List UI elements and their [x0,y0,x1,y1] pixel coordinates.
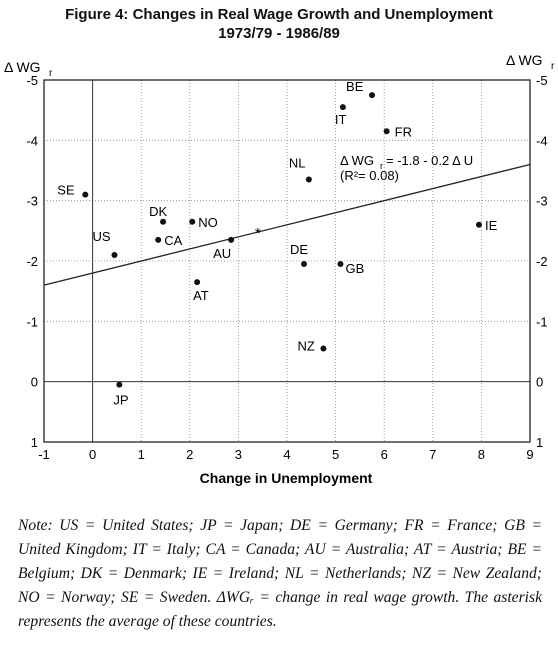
chart-subtitle: 1973/79 - 1986/89 [218,25,340,42]
point-label-nl: NL [289,156,306,171]
data-point-it [339,104,346,111]
y-tick-label-left: -4 [26,133,38,148]
data-point-gb [337,261,344,268]
regression-equation: Δ WG [340,153,374,168]
x-tick-label: 4 [283,447,290,462]
x-tick-label: 0 [89,447,96,462]
y-axis-label-left-subscript: r [49,68,53,79]
regression-equation-rest: = -1.8 - 0.2 Δ U [386,153,473,168]
y-tick-label-left: -5 [26,73,38,88]
data-point-no [189,218,196,225]
data-point-ca [155,236,162,243]
x-tick-label: 3 [235,447,242,462]
y-tick-label-right: 1 [536,435,543,450]
y-axis-label-right-subscript: r [551,61,555,72]
data-point-jp [116,381,123,388]
data-point-fr [383,128,390,135]
regression-r2: (R²= 0.08) [340,168,399,183]
y-tick-label-right: -5 [536,73,548,88]
regression-equation-subscript: r [380,161,383,171]
point-label-au: AU [213,246,231,261]
x-tick-label: 9 [526,447,533,462]
chart-note: Note: US = United States; JP = Japan; DE… [18,517,542,630]
data-point-de [301,261,308,268]
y-axis-label-right: Δ WG [506,52,543,68]
x-tick-label: 8 [478,447,485,462]
y-tick-label-left: -1 [26,314,38,329]
x-tick-label: 2 [186,447,193,462]
y-tick-label-left: -2 [26,254,38,269]
point-label-dk: DK [149,204,167,219]
point-label-at: AT [193,288,209,303]
x-tick-label: -1 [38,447,50,462]
data-point-ie [475,221,482,228]
average-asterisk: * [255,225,261,242]
x-axis-label: Change in Unemployment [200,470,373,486]
y-tick-label-left: 0 [31,375,38,390]
point-label-ca: CA [164,233,182,248]
data-point-us [111,251,118,258]
data-point-nz [320,345,327,352]
data-point-au [228,236,235,243]
regression-line [43,163,531,286]
data-point-dk [160,218,167,225]
x-tick-label: 1 [138,447,145,462]
x-tick-label: 5 [332,447,339,462]
point-label-no: NO [198,215,218,230]
data-point-nl [305,176,312,183]
point-label-ie: IE [485,218,498,233]
point-label-it: IT [335,112,347,127]
y-tick-label-right: -2 [536,254,548,269]
point-label-nz: NZ [297,338,314,353]
point-label-fr: FR [395,124,412,139]
point-label-jp: JP [113,393,128,408]
y-tick-label-right: -1 [536,314,548,329]
chart-title: Figure 4: Changes in Real Wage Growth an… [65,6,493,23]
y-tick-label-right: 0 [536,375,543,390]
x-tick-label: 6 [381,447,388,462]
data-point-se [82,191,89,198]
point-label-se: SE [57,183,75,198]
plot-frame [43,79,531,443]
point-label-gb: GB [345,261,364,276]
y-tick-label-right: -4 [536,133,548,148]
data-point-at [194,279,201,286]
y-tick-label-left: -3 [26,194,38,209]
point-label-de: DE [290,242,308,257]
y-axis-label-left: Δ WG [4,59,41,75]
y-tick-label-left: 1 [31,435,38,450]
y-tick-label-right: -3 [536,194,548,209]
point-label-be: BE [346,79,364,94]
point-label-us: US [92,229,110,244]
x-tick-label: 7 [429,447,436,462]
scatter-chart: -1 0 1 2 3 4 5 6 7 8 9 -5 -5 -4 -4 -3 -3 -2 -2 -1 -1 0 0 1 1 Chan… [4,52,555,486]
data-point-be [369,92,376,99]
